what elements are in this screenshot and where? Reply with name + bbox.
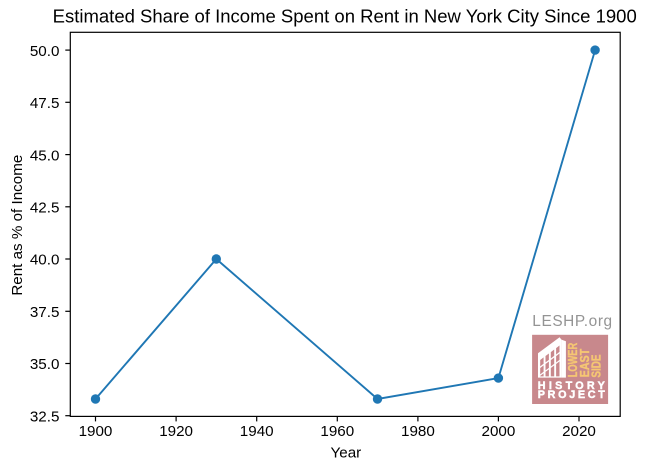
svg-text:1940: 1940 [240,423,274,440]
svg-text:Estimated Share of Income Spen: Estimated Share of Income Spent on Rent … [53,6,637,27]
svg-text:1980: 1980 [401,423,435,440]
svg-text:2020: 2020 [562,423,596,440]
svg-text:50.0: 50.0 [30,43,60,60]
svg-text:EAST: EAST [577,349,592,378]
svg-text:42.5: 42.5 [30,200,60,217]
svg-text:2000: 2000 [482,423,516,440]
svg-text:LESHP.org: LESHP.org [532,313,612,330]
svg-text:32.5: 32.5 [30,408,60,425]
svg-text:Rent as % of Income: Rent as % of Income [9,155,26,296]
svg-text:40.0: 40.0 [30,252,60,269]
svg-text:1900: 1900 [79,423,113,440]
svg-text:LOWER: LOWER [565,342,580,377]
svg-text:1960: 1960 [320,423,354,440]
svg-text:1920: 1920 [159,423,193,440]
svg-text:37.5: 37.5 [30,304,60,321]
svg-text:HISTORY: HISTORY [538,380,606,392]
svg-text:PROJECT: PROJECT [538,389,605,401]
svg-text:45.0: 45.0 [30,147,60,164]
svg-text:SIDE: SIDE [588,354,603,377]
svg-text:35.0: 35.0 [30,356,60,373]
svg-text:47.5: 47.5 [30,95,60,112]
svg-text:Year: Year [331,444,362,461]
